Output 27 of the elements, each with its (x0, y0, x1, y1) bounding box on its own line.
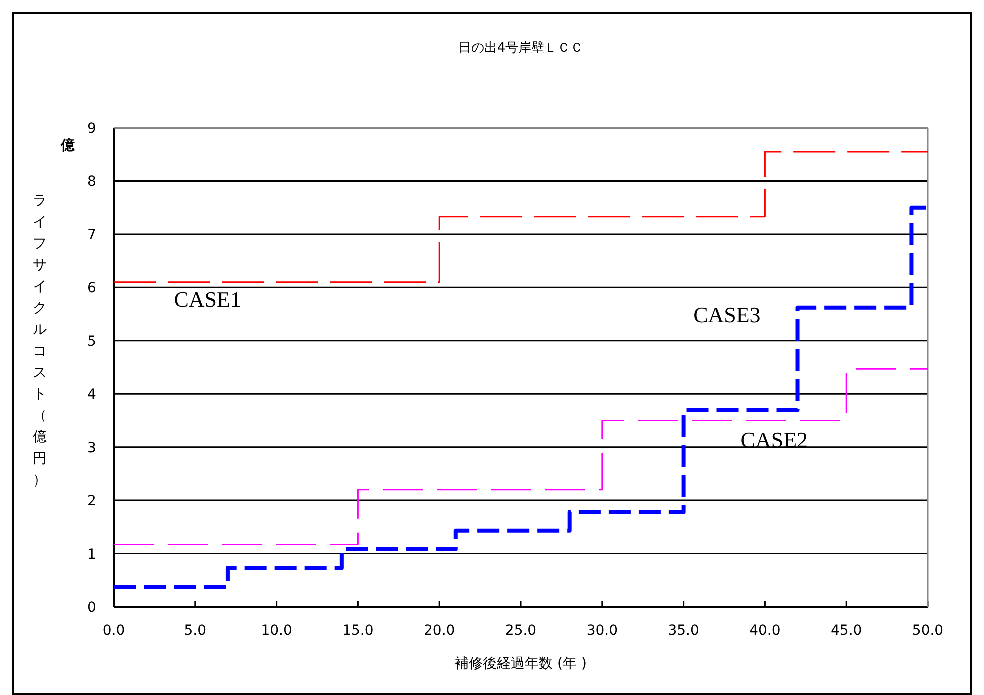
x-tick-label: 25.0 (505, 623, 537, 639)
y-tick-label: 0 (88, 600, 96, 616)
x-tick-label: 15.0 (342, 623, 374, 639)
y-tick-label: 2 (88, 494, 96, 510)
chart-title: 日の出4号岸壁ＬＣＣ (458, 41, 584, 56)
series-label: CASE1 (174, 286, 242, 312)
text: 億 (60, 137, 76, 154)
x-tick-label: 40.0 (750, 623, 781, 639)
x-tick-label: 20.0 (424, 623, 456, 639)
text: ライフサイクルコスト（億円） (33, 193, 47, 488)
x-tick-label: 45.0 (831, 623, 862, 639)
y-tick-label: 4 (88, 387, 97, 404)
x-tick-label: 5.0 (184, 623, 207, 639)
y-tick-label: 6 (88, 280, 97, 297)
y-tick-label: 8 (88, 174, 96, 190)
y-tick-label: 5 (88, 334, 96, 350)
x-tick-label: 35.0 (668, 623, 700, 639)
series-label: CASE3 (694, 302, 761, 328)
x-axis-title: 補修後経過年数 (年 ) (455, 656, 587, 672)
y-tick-label: 7 (88, 227, 96, 244)
y-tick-label: 1 (88, 546, 96, 563)
x-tick-label: 0.0 (102, 623, 126, 639)
x-tick-label: 10.0 (261, 623, 292, 639)
x-tick-label: 30.0 (586, 623, 618, 639)
y-tick-label: 3 (88, 440, 96, 456)
x-tick-label: 50.0 (912, 623, 944, 639)
y-tick-label: 9 (88, 121, 96, 137)
